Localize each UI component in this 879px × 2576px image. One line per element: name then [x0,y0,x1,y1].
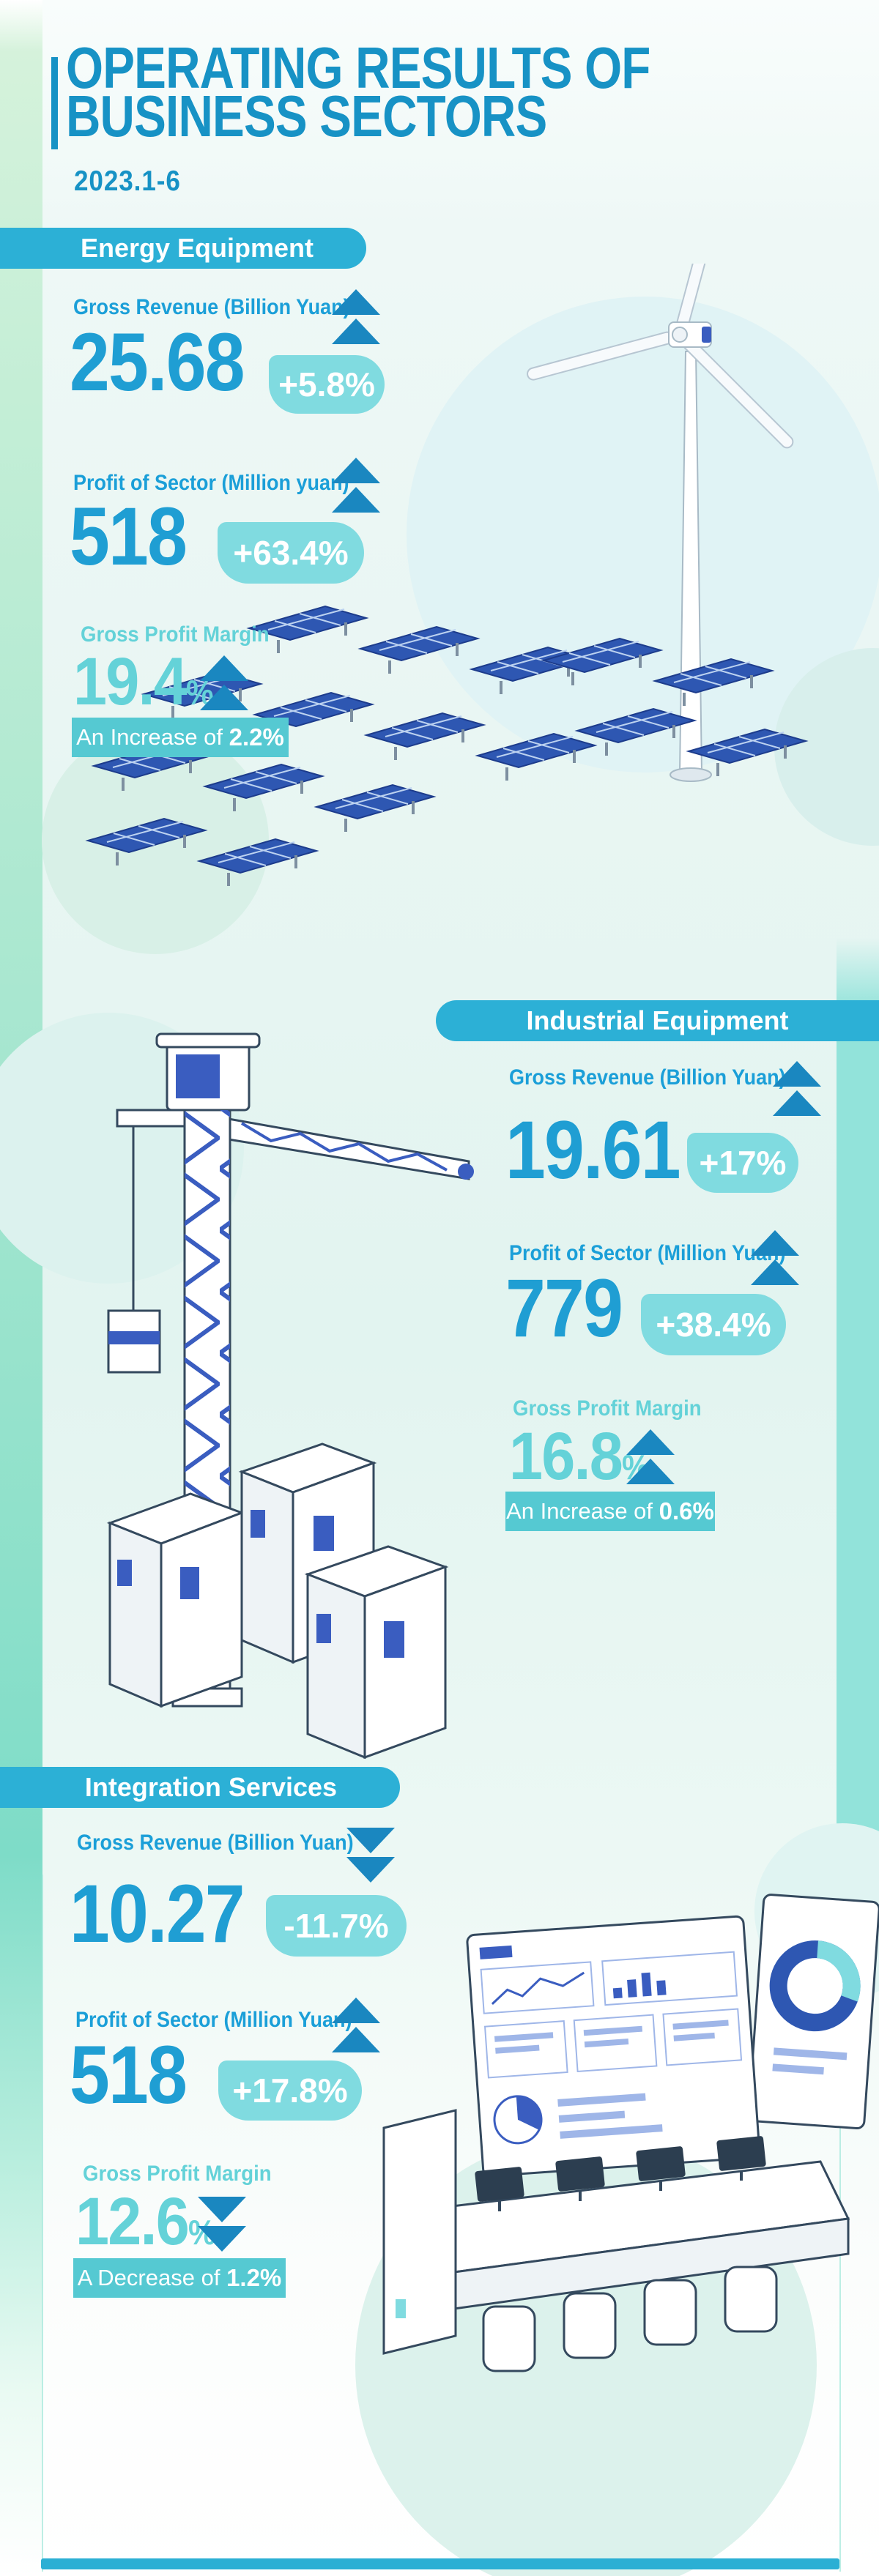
change-badge: +17% [687,1133,798,1193]
industrial-equipment-stats: Gross Revenue (Billion Yuan) 19.61 +17% … [505,1061,857,1563]
stat-label: Profit of Sector (Million Yuan) [509,1241,786,1265]
margin-value: 19.4% [73,648,214,726]
stat-value: 25.68 [70,316,245,408]
stat-label: Profit of Sector (Million Yuan) [75,2008,352,2032]
stat-value: 518 [70,491,188,582]
bottom-accent-bar [41,2558,839,2569]
stat-value: 518 [70,2029,188,2121]
change-badge: +38.4% [641,1294,786,1355]
change-badge: -11.7% [266,1895,407,1957]
note-value: 1.2% [226,2264,282,2291]
page-title: OPERATING RESULTS OF BUSINESS SECTORS [66,35,650,149]
double-up-arrow-icon [332,458,380,513]
margin-number: 16.8 [509,1419,623,1494]
double-up-arrow-icon [332,289,380,345]
margin-note: A Decrease of 1.2% [73,2258,286,2298]
section-banner-energy-equipment: Energy Equipment [0,228,366,269]
right-frame-line [839,1977,841,2572]
turbine-blades [527,264,794,449]
stat-label: Gross Revenue (Billion Yuan) [77,1831,354,1855]
stat-label: Gross Revenue (Billion Yuan) [509,1065,786,1090]
house [106,1492,245,1708]
stat-value: 779 [505,1262,623,1354]
section-banner-industrial-equipment: Industrial Equipment [436,1000,879,1041]
right-teal-strip [837,937,879,1992]
margin-number: 12.6 [75,2184,190,2259]
change-badge: +63.4% [218,522,364,584]
double-down-arrow-icon [198,2197,246,2252]
section-title: Energy Equipment [80,233,314,263]
house [304,1545,449,1760]
margin-note: An Increase of 2.2% [72,718,289,757]
integration-services-stats: Gross Revenue (Billion Yuan) 10.27 -11.7… [70,1828,421,2329]
energy-equipment-stats: Gross Revenue (Billion Yuan) 25.68 +5.8%… [70,289,421,787]
double-up-arrow-icon [626,1429,675,1485]
tower-crane-and-buildings-illustration [106,1032,474,1760]
margin-note: An Increase of 0.6% [505,1492,715,1531]
section-title: Industrial Equipment [526,1005,789,1035]
report-period: 2023.1-6 [74,165,181,197]
stat-value: 10.27 [70,1868,245,1959]
margin-value: 12.6% [75,2188,216,2266]
double-up-arrow-icon [773,1061,821,1117]
double-up-arrow-icon [332,1998,380,2053]
margin-label: Gross Profit Margin [513,1396,702,1421]
double-down-arrow-icon [346,1828,395,1883]
double-up-arrow-icon [200,655,248,711]
change-badge: +17.8% [218,2061,362,2121]
stat-value: 19.61 [505,1104,681,1196]
change-badge: +5.8% [269,355,385,414]
wind-turbine-and-solar-panels-illustration [86,264,807,887]
margin-label: Gross Profit Margin [81,622,270,647]
left-frame-line [42,1875,43,2572]
note-value: 0.6% [659,1497,714,1525]
section-banner-integration-services: Integration Services [0,1767,400,1808]
note-prefix: An Increase of [506,1498,659,1524]
stat-label: Gross Revenue (Billion Yuan) [73,295,350,319]
desk-monitors [475,2136,766,2211]
title-accent-bar [51,57,58,149]
margin-number: 19.4 [73,644,188,719]
left-gradient-strip [0,0,42,2576]
chairs [482,2266,778,2372]
control-room-illustration [382,1894,879,2372]
section-title: Integration Services [84,1772,338,1802]
note-prefix: An Increase of [76,724,229,750]
note-value: 2.2% [229,723,284,751]
stat-label: Profit of Sector (Million yuan) [73,471,349,495]
margin-label: Gross Profit Margin [83,2162,272,2186]
note-prefix: A Decrease of [77,2265,227,2290]
double-up-arrow-icon [751,1230,799,1286]
